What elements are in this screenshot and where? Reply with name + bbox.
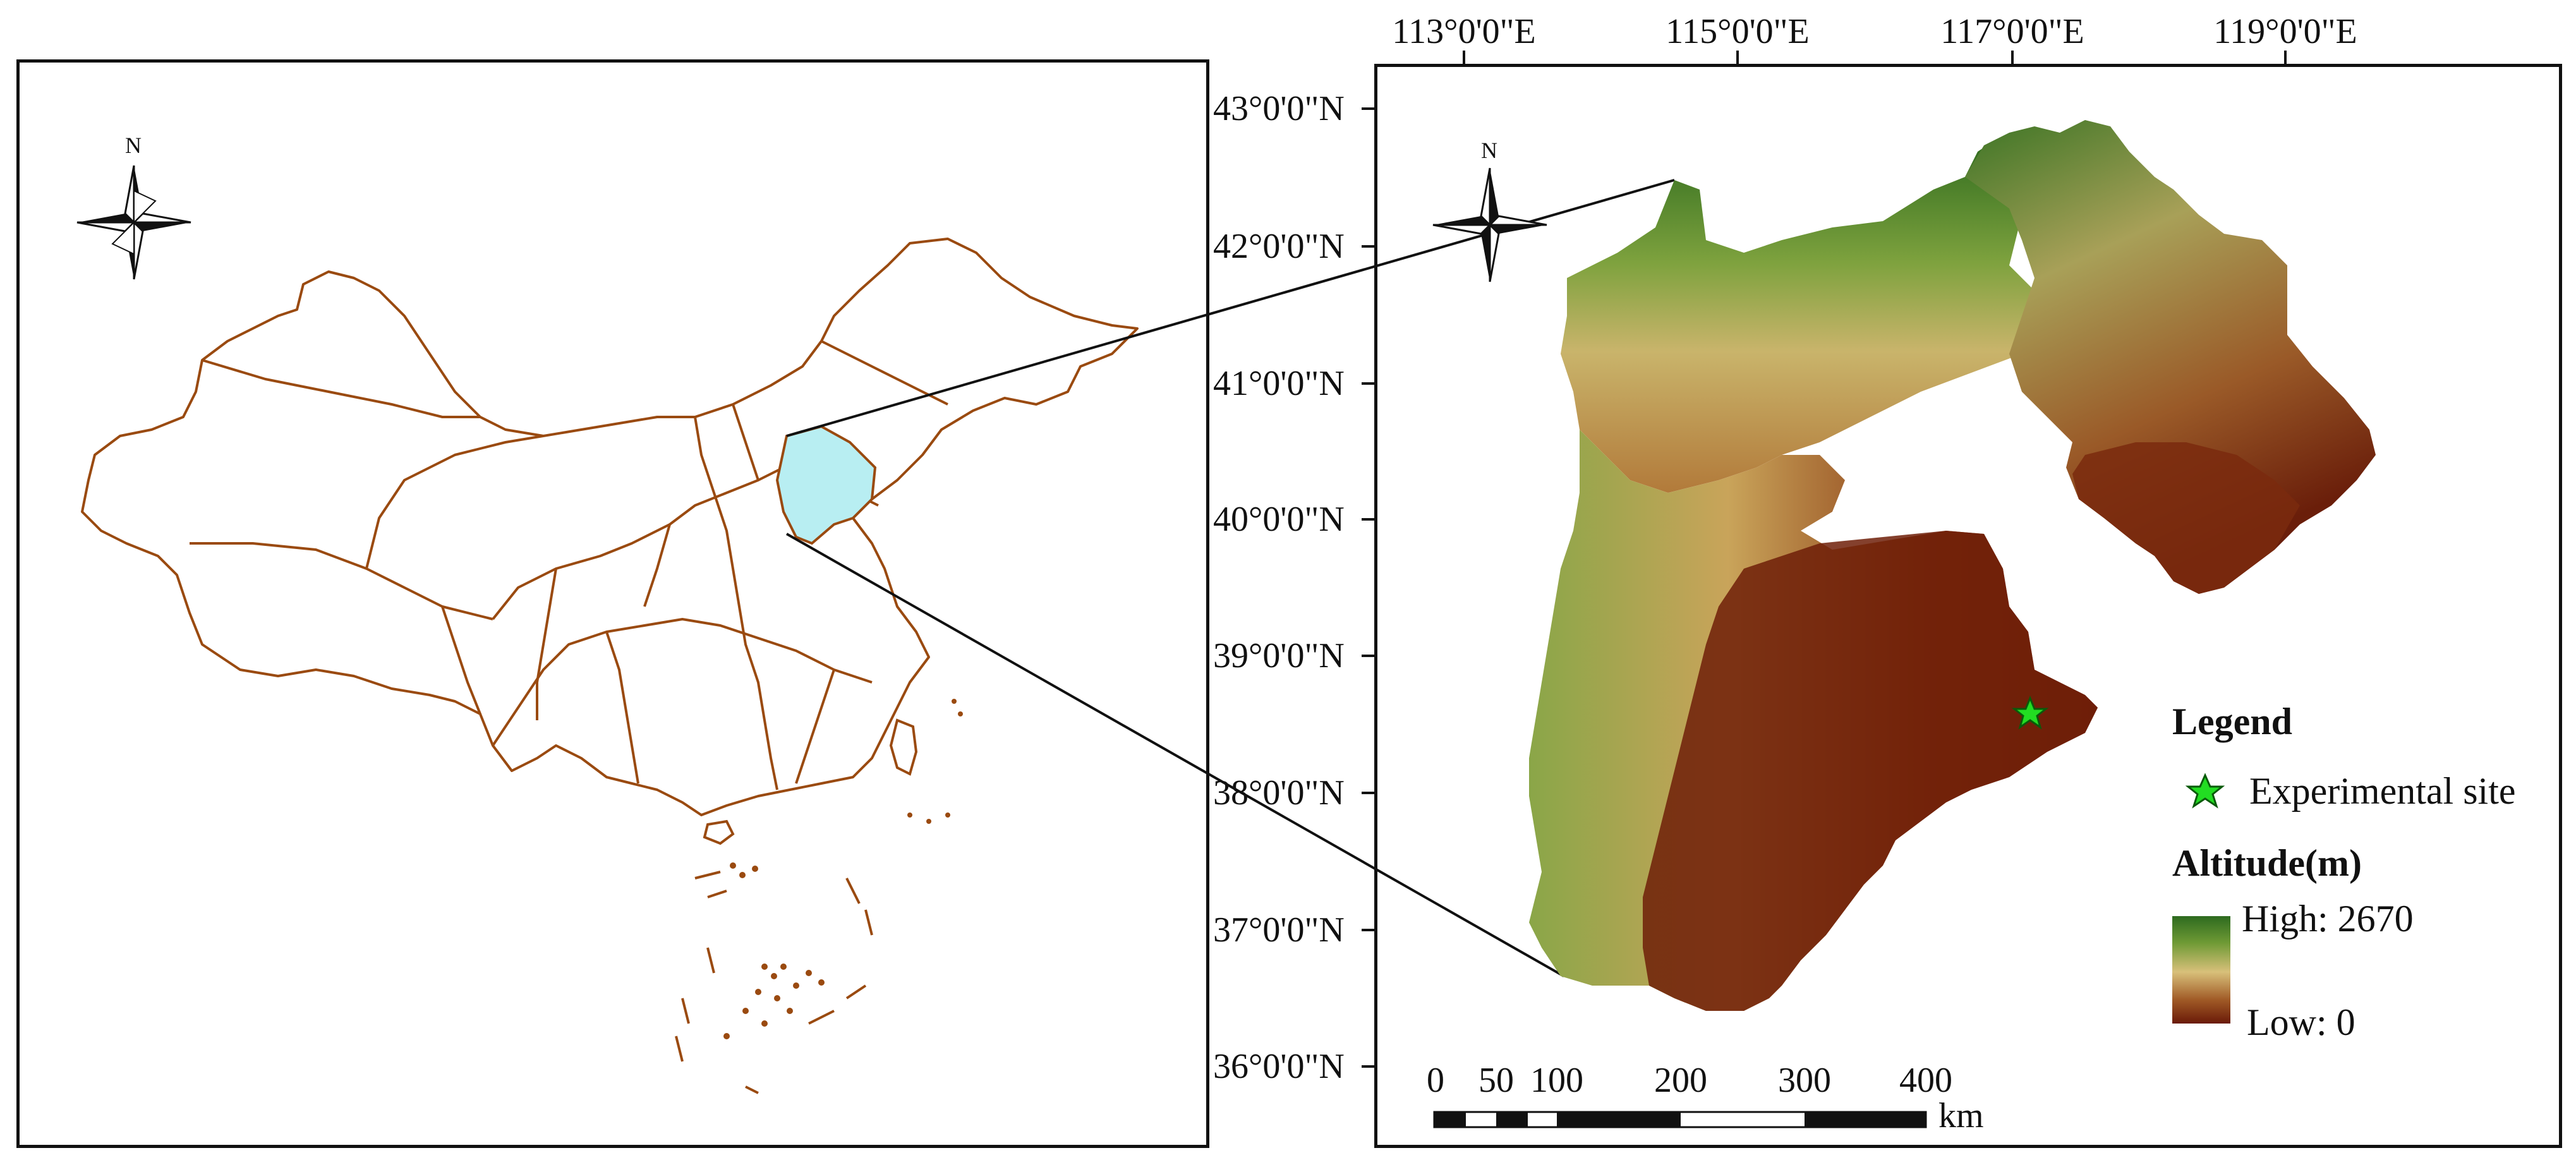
legend-title: Legend: [2172, 701, 2293, 742]
study-area-terrain: [1529, 120, 2376, 1011]
north-arrow-left-icon: [76, 165, 191, 280]
scale-tick-100: 100: [1530, 1061, 1583, 1100]
scale-tick-0: 0: [1427, 1061, 1444, 1100]
latitude-label-36: 36°0'0"N: [1213, 1047, 1345, 1086]
longitude-label-119: 119°0'0"E: [2213, 12, 2357, 51]
highlighted-region: [775, 425, 877, 545]
latitude-label-41: 41°0'0"N: [1213, 364, 1345, 403]
latitude-label-39: 39°0'0"N: [1213, 636, 1345, 675]
experimental-site-marker: [2011, 696, 2049, 730]
north-label-right: N: [1481, 138, 1497, 163]
scale-unit: km: [1938, 1096, 1984, 1135]
legend-altitude-title: Altitude(m): [2172, 842, 2362, 884]
legend-site-star-icon: [2185, 773, 2225, 809]
scale-tick-50: 50: [1478, 1061, 1514, 1100]
legend-low-label: Low: 0: [2247, 1001, 2355, 1043]
scale-tick-200: 200: [1654, 1061, 1707, 1100]
island-dots: [723, 699, 963, 1039]
latitude-label-40: 40°0'0"N: [1213, 500, 1345, 539]
longitude-label-113: 113°0'0"E: [1392, 12, 1536, 51]
latitude-label-43: 43°0'0"N: [1213, 89, 1345, 128]
altitude-color-ramp: [2172, 916, 2230, 1024]
north-arrow-right-icon: [1432, 167, 1547, 282]
scale-tick-300: 300: [1778, 1061, 1831, 1100]
scale-tick-400: 400: [1899, 1061, 1952, 1100]
latitude-label-38: 38°0'0"N: [1213, 773, 1345, 813]
china-outline: [81, 238, 1139, 816]
scale-bar: [1433, 1111, 1927, 1128]
latitude-label-42: 42°0'0"N: [1213, 227, 1345, 266]
legend-site-label: Experimental site: [2249, 770, 2516, 812]
north-label-left: N: [125, 133, 142, 158]
latitude-label-37: 37°0'0"N: [1213, 910, 1345, 950]
longitude-label-117: 117°0'0"E: [1940, 12, 2084, 51]
legend-high-label: High: 2670: [2242, 898, 2414, 939]
islands: [675, 718, 918, 1094]
graticule-ticks: [1362, 51, 2287, 1068]
longitude-label-115: 115°0'0"E: [1666, 12, 1810, 51]
